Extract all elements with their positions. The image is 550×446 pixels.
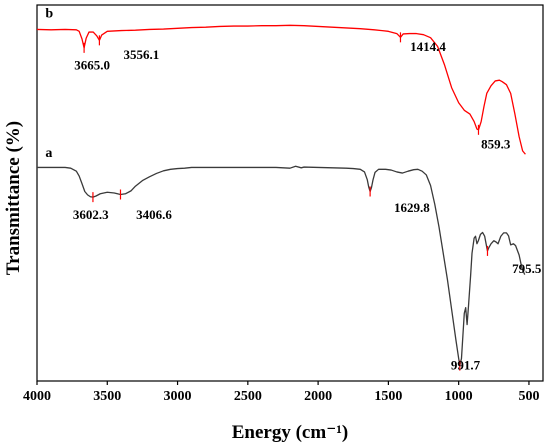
peak-label: 1629.8 bbox=[394, 200, 430, 215]
x-tick-label: 4000 bbox=[23, 389, 51, 404]
x-tick-label: 1500 bbox=[374, 389, 402, 404]
y-axis-title: Transmittance (%) bbox=[3, 121, 24, 275]
x-tick-label: 1000 bbox=[445, 389, 473, 404]
peak-label: 859.3 bbox=[481, 137, 511, 152]
x-tick-label: 3500 bbox=[93, 389, 121, 404]
series-label-b: b bbox=[45, 6, 53, 21]
peak-label: 991.7 bbox=[451, 358, 481, 373]
x-tick-label: 2000 bbox=[304, 389, 332, 404]
x-tick-label: 2500 bbox=[234, 389, 262, 404]
x-tick-label: 3000 bbox=[164, 389, 192, 404]
peak-label: 795.5 bbox=[512, 261, 542, 276]
series-label-a: a bbox=[45, 146, 52, 161]
peak-label: 3602.3 bbox=[73, 207, 109, 222]
plot-frame bbox=[36, 4, 544, 382]
series-a-line bbox=[37, 165, 526, 367]
peak-label: 3556.1 bbox=[123, 47, 159, 62]
peak-label: 3665.0 bbox=[74, 58, 110, 73]
peak-label: 3406.6 bbox=[136, 207, 172, 222]
x-axis-title: Energy (cm⁻¹) bbox=[232, 422, 349, 443]
peak-label: 1414.4 bbox=[410, 39, 446, 54]
series-b-line bbox=[36, 24, 526, 155]
x-tick-label: 500 bbox=[518, 389, 539, 404]
